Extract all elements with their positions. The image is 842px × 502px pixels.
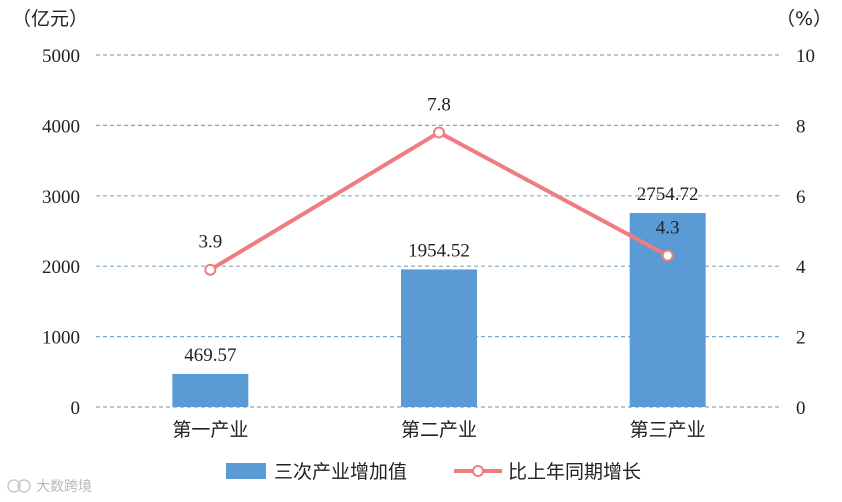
bar-value-label: 2754.72	[637, 184, 699, 205]
right-tick-label: 8	[796, 116, 806, 137]
bar	[172, 373, 249, 407]
watermark: 大数跨境	[7, 479, 92, 495]
legend-label-line: 比上年同期增长	[508, 461, 641, 483]
right-axis-unit: （%）	[776, 8, 832, 30]
left-tick-label: 2000	[42, 257, 80, 278]
line-marker	[204, 263, 217, 276]
legend-swatch-bar	[226, 463, 266, 479]
legend: 三次产业增加值 比上年同期增长	[226, 461, 641, 483]
left-tick-label: 1000	[42, 328, 80, 349]
line-value-label: 7.8	[427, 94, 451, 115]
line-value-label: 3.9	[198, 232, 222, 253]
watermark-text: 大数跨境	[36, 479, 92, 495]
right-tick-label: 2	[796, 328, 806, 349]
left-tick-label: 3000	[42, 187, 80, 208]
bar	[401, 269, 477, 407]
legend-line-marker-icon	[472, 465, 484, 477]
left-axis-ticks: 0 1000 2000 3000 4000 5000	[42, 46, 80, 419]
right-tick-label: 10	[796, 46, 815, 67]
watermark-logo-icon	[7, 479, 21, 493]
line-marker	[433, 126, 445, 139]
bar	[629, 213, 706, 407]
left-axis-unit: （亿元）	[12, 8, 88, 30]
legend-label-bar: 三次产业增加值	[274, 461, 407, 483]
line-value-label: 4.3	[656, 218, 680, 239]
right-axis-ticks: 0 2 4 6 8 10	[796, 46, 815, 419]
category-labels: 第一产业 第二产业 第三产业	[172, 419, 705, 441]
category-label: 第一产业	[172, 419, 248, 441]
right-tick-label: 0	[796, 398, 806, 419]
right-tick-label: 6	[796, 187, 806, 208]
line-marker	[661, 249, 674, 262]
left-tick-label: 4000	[42, 116, 80, 137]
left-tick-label: 5000	[42, 46, 80, 67]
bar-series: 469.57 1954.52 2754.72	[172, 184, 706, 407]
right-tick-label: 4	[796, 257, 806, 278]
left-tick-label: 0	[71, 398, 81, 419]
bar-value-label: 469.57	[184, 345, 236, 366]
category-label: 第三产业	[630, 419, 706, 441]
category-label: 第二产业	[401, 419, 477, 441]
line-series: 3.9 7.8 4.3	[198, 94, 680, 276]
bar-value-label: 1954.52	[408, 240, 470, 261]
